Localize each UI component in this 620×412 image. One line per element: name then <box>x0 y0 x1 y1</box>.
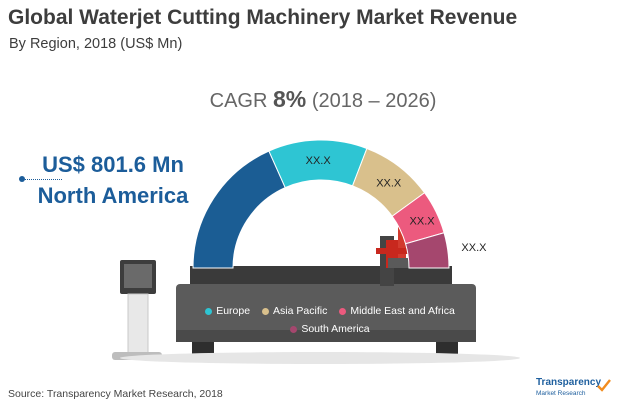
machine-foot-right <box>436 342 458 356</box>
logo-check-icon <box>597 379 611 392</box>
floor-shadow <box>120 352 520 364</box>
north-america-callout: US$ 801.6 Mn North America <box>28 150 198 212</box>
machine-body-shade <box>176 330 476 342</box>
machine-rail <box>376 248 436 254</box>
donut-segment-north-america <box>192 150 286 269</box>
legend-swatch-europe <box>205 307 213 315</box>
legend-label-europe: Europe <box>216 305 251 317</box>
legend-swatch-middle-east-africa <box>339 307 347 315</box>
callout-line <box>22 179 62 180</box>
legend-row-2: South America <box>196 320 464 338</box>
company-logo: Transparency Market Research <box>536 377 616 407</box>
console-screen-inner <box>124 264 152 288</box>
callout-amount: US$ 801.6 Mn <box>42 152 184 177</box>
segment-label-south-america: XX.X <box>461 242 487 254</box>
legend-swatch-south-america <box>290 325 298 333</box>
source-note: Source: Transparency Market Research, 20… <box>8 388 223 400</box>
legend-label-south-america: South America <box>301 323 370 335</box>
cagr-label: CAGR <box>209 90 268 112</box>
console-column <box>127 293 149 357</box>
cagr-text: CAGR 8% (2018 – 2026) <box>0 86 620 113</box>
logo-subtitle: Market Research <box>536 390 586 397</box>
donut-segment-south-america <box>404 232 450 269</box>
machine-nozzle <box>398 222 406 258</box>
legend-label-middle-east-africa: Middle East and Africa <box>350 305 455 317</box>
legend: Europe Asia Pacific Middle East and Afri… <box>196 302 464 338</box>
donut-segment-labels: XX.X XX.X XX.X XX.X <box>306 155 488 254</box>
cagr-period: (2018 – 2026) <box>311 90 437 112</box>
segment-label-europe: XX.X <box>306 155 332 167</box>
control-console <box>112 260 162 360</box>
donut-segments <box>192 139 450 269</box>
logo-name: Transparency <box>536 377 602 388</box>
machine-body <box>176 284 476 342</box>
segment-label-asia-pacific: XX.X <box>376 177 402 189</box>
machine-foot-left <box>192 342 214 356</box>
chart-subtitle: By Region, 2018 (US$ Mn) <box>9 36 183 52</box>
chart-title: Global Waterjet Cutting Machinery Market… <box>8 6 518 29</box>
legend-item-south-america: South America <box>290 323 370 335</box>
legend-swatch-asia-pacific <box>262 307 270 315</box>
legend-item-middle-east-africa: Middle East and Africa <box>339 305 455 317</box>
machine-bed-top <box>190 266 452 284</box>
legend-item-europe: Europe <box>205 305 250 317</box>
legend-row-1: Europe Asia Pacific Middle East and Afri… <box>196 302 464 320</box>
machine-head-light <box>388 258 416 268</box>
segment-label-middle-east-africa: XX.X <box>410 216 436 228</box>
machine-illustration <box>176 222 476 356</box>
legend-item-asia-pacific: Asia Pacific <box>262 305 327 317</box>
callout-region: North America <box>37 183 189 208</box>
cagr-value: 8% <box>273 86 307 112</box>
legend-label-asia-pacific: Asia Pacific <box>273 305 328 317</box>
